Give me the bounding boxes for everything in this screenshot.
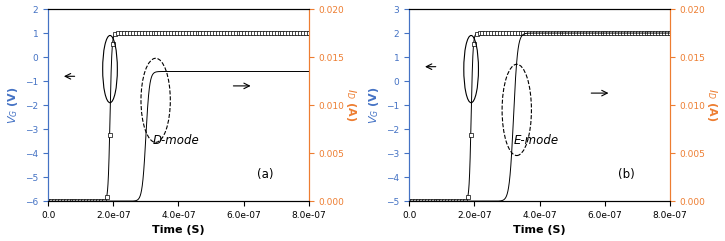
X-axis label: Time (S): Time (S) [152, 225, 204, 235]
Text: D-mode: D-mode [152, 134, 199, 147]
Y-axis label: $I_D$ (A): $I_D$ (A) [705, 88, 719, 122]
Text: E-mode: E-mode [513, 134, 559, 147]
Y-axis label: $V_G$ (V): $V_G$ (V) [6, 86, 20, 124]
Text: (a): (a) [257, 168, 273, 181]
X-axis label: Time (S): Time (S) [513, 225, 566, 235]
Y-axis label: $I_D$ (A): $I_D$ (A) [344, 88, 358, 122]
Y-axis label: $V_G$ (V): $V_G$ (V) [367, 86, 381, 124]
Text: (b): (b) [618, 168, 634, 181]
